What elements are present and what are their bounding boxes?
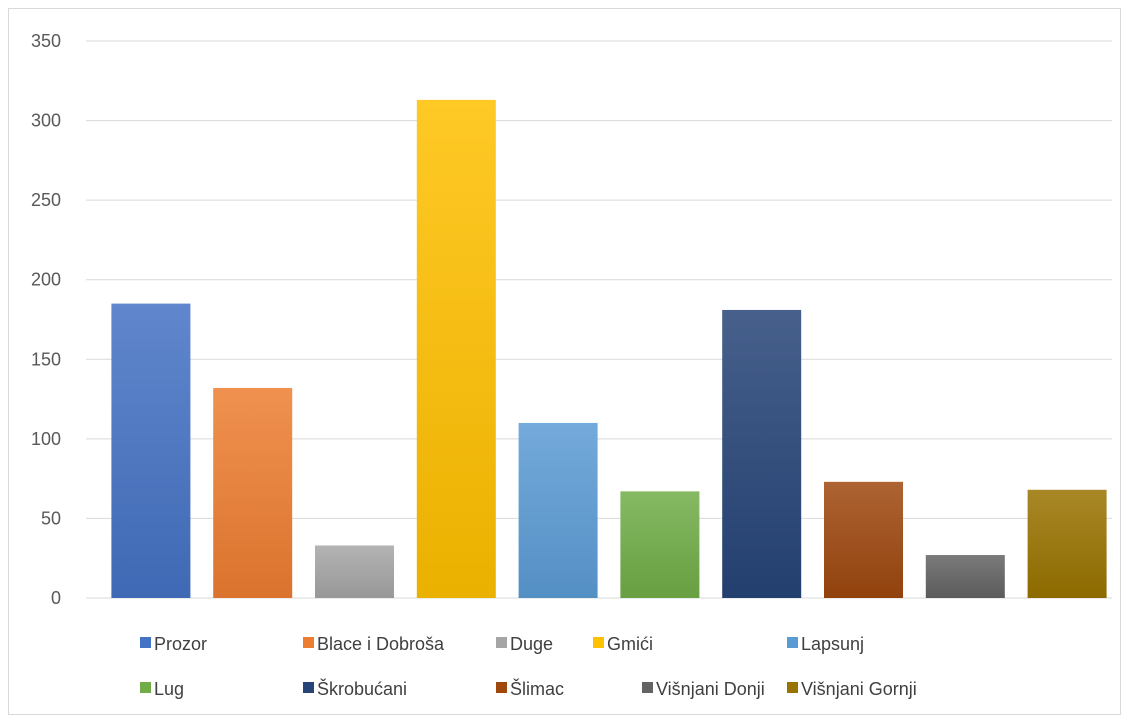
legend-label-gmici: Gmići — [607, 634, 653, 654]
legend-swatch-visnjani-gornji — [787, 682, 798, 693]
legend-label-prozor: Prozor — [154, 634, 207, 654]
bar-lug — [620, 491, 700, 598]
legend-swatch-slimac — [496, 682, 507, 693]
legend-label-slimac: Šlimac — [510, 678, 564, 699]
y-tick-label-350: 350 — [31, 31, 61, 51]
y-tick-label-200: 200 — [31, 270, 61, 290]
bar-duge — [315, 545, 394, 598]
bar-skrobucani — [722, 309, 802, 598]
y-tick-label-150: 150 — [31, 349, 61, 369]
legend-swatch-blace-i-dobrosa — [303, 637, 314, 648]
legend-label-visnjani-gornji: Višnjani Gornji — [801, 679, 917, 699]
y-tick-label-100: 100 — [31, 429, 61, 449]
bar-slimac — [824, 481, 903, 598]
bars — [111, 99, 1107, 598]
legend-label-visnjani-donji: Višnjani Donji — [656, 679, 765, 699]
y-axis-ticks: 0 50 100 150 200 250 300 350 — [31, 31, 61, 608]
legend-swatch-visnjani-donji — [642, 682, 653, 693]
legend-swatch-prozor — [140, 637, 151, 648]
bar-visnjani-donji — [925, 555, 1005, 598]
legend-label-duge: Duge — [510, 634, 553, 654]
bar-lapsunj — [518, 422, 598, 598]
legend: Prozor Blace i Dobroša Duge Gmići Lapsunj Lug… — [140, 634, 917, 699]
legend-swatch-lug — [140, 682, 151, 693]
bar-gmici — [416, 99, 496, 598]
y-tick-label-300: 300 — [31, 111, 61, 131]
legend-label-lug: Lug — [154, 679, 184, 699]
y-tick-label-0: 0 — [51, 588, 61, 608]
y-tick-label-250: 250 — [31, 190, 61, 210]
legend-swatch-lapsunj — [787, 637, 798, 648]
legend-swatch-skrobucani — [303, 682, 314, 693]
legend-label-blace-i-dobrosa: Blace i Dobroša — [317, 634, 445, 654]
bar-prozor — [111, 303, 191, 598]
legend-label-skrobucani: Škrobućani — [317, 678, 407, 699]
y-tick-label-50: 50 — [41, 508, 61, 528]
bar-blace-i-dobrosa — [213, 387, 293, 598]
bar-visnjani-gornji — [1027, 489, 1107, 598]
legend-label-lapsunj: Lapsunj — [801, 634, 864, 654]
legend-swatch-gmici — [593, 637, 604, 648]
legend-swatch-duge — [496, 637, 507, 648]
